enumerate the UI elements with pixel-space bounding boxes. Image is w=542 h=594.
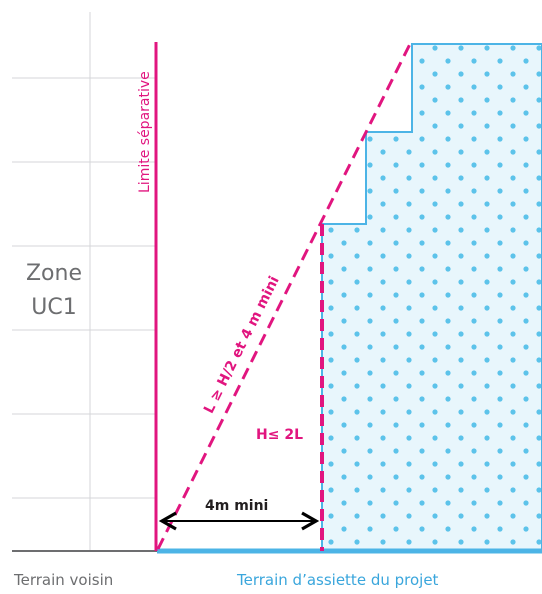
rule-h-label: H≤ 2L <box>256 427 303 443</box>
zone-line-2: UC1 <box>31 295 77 320</box>
terrain-projet-label: Terrain d’assiette du projet <box>237 571 439 589</box>
distance-label: 4m mini <box>205 498 269 514</box>
grid-lines <box>12 12 155 550</box>
limite-separative-label: Limite séparative <box>137 71 153 193</box>
building-volume <box>321 43 542 551</box>
terrain-voisin-label: Terrain voisin <box>14 571 114 589</box>
zone-line-1: Zone <box>25 261 82 286</box>
